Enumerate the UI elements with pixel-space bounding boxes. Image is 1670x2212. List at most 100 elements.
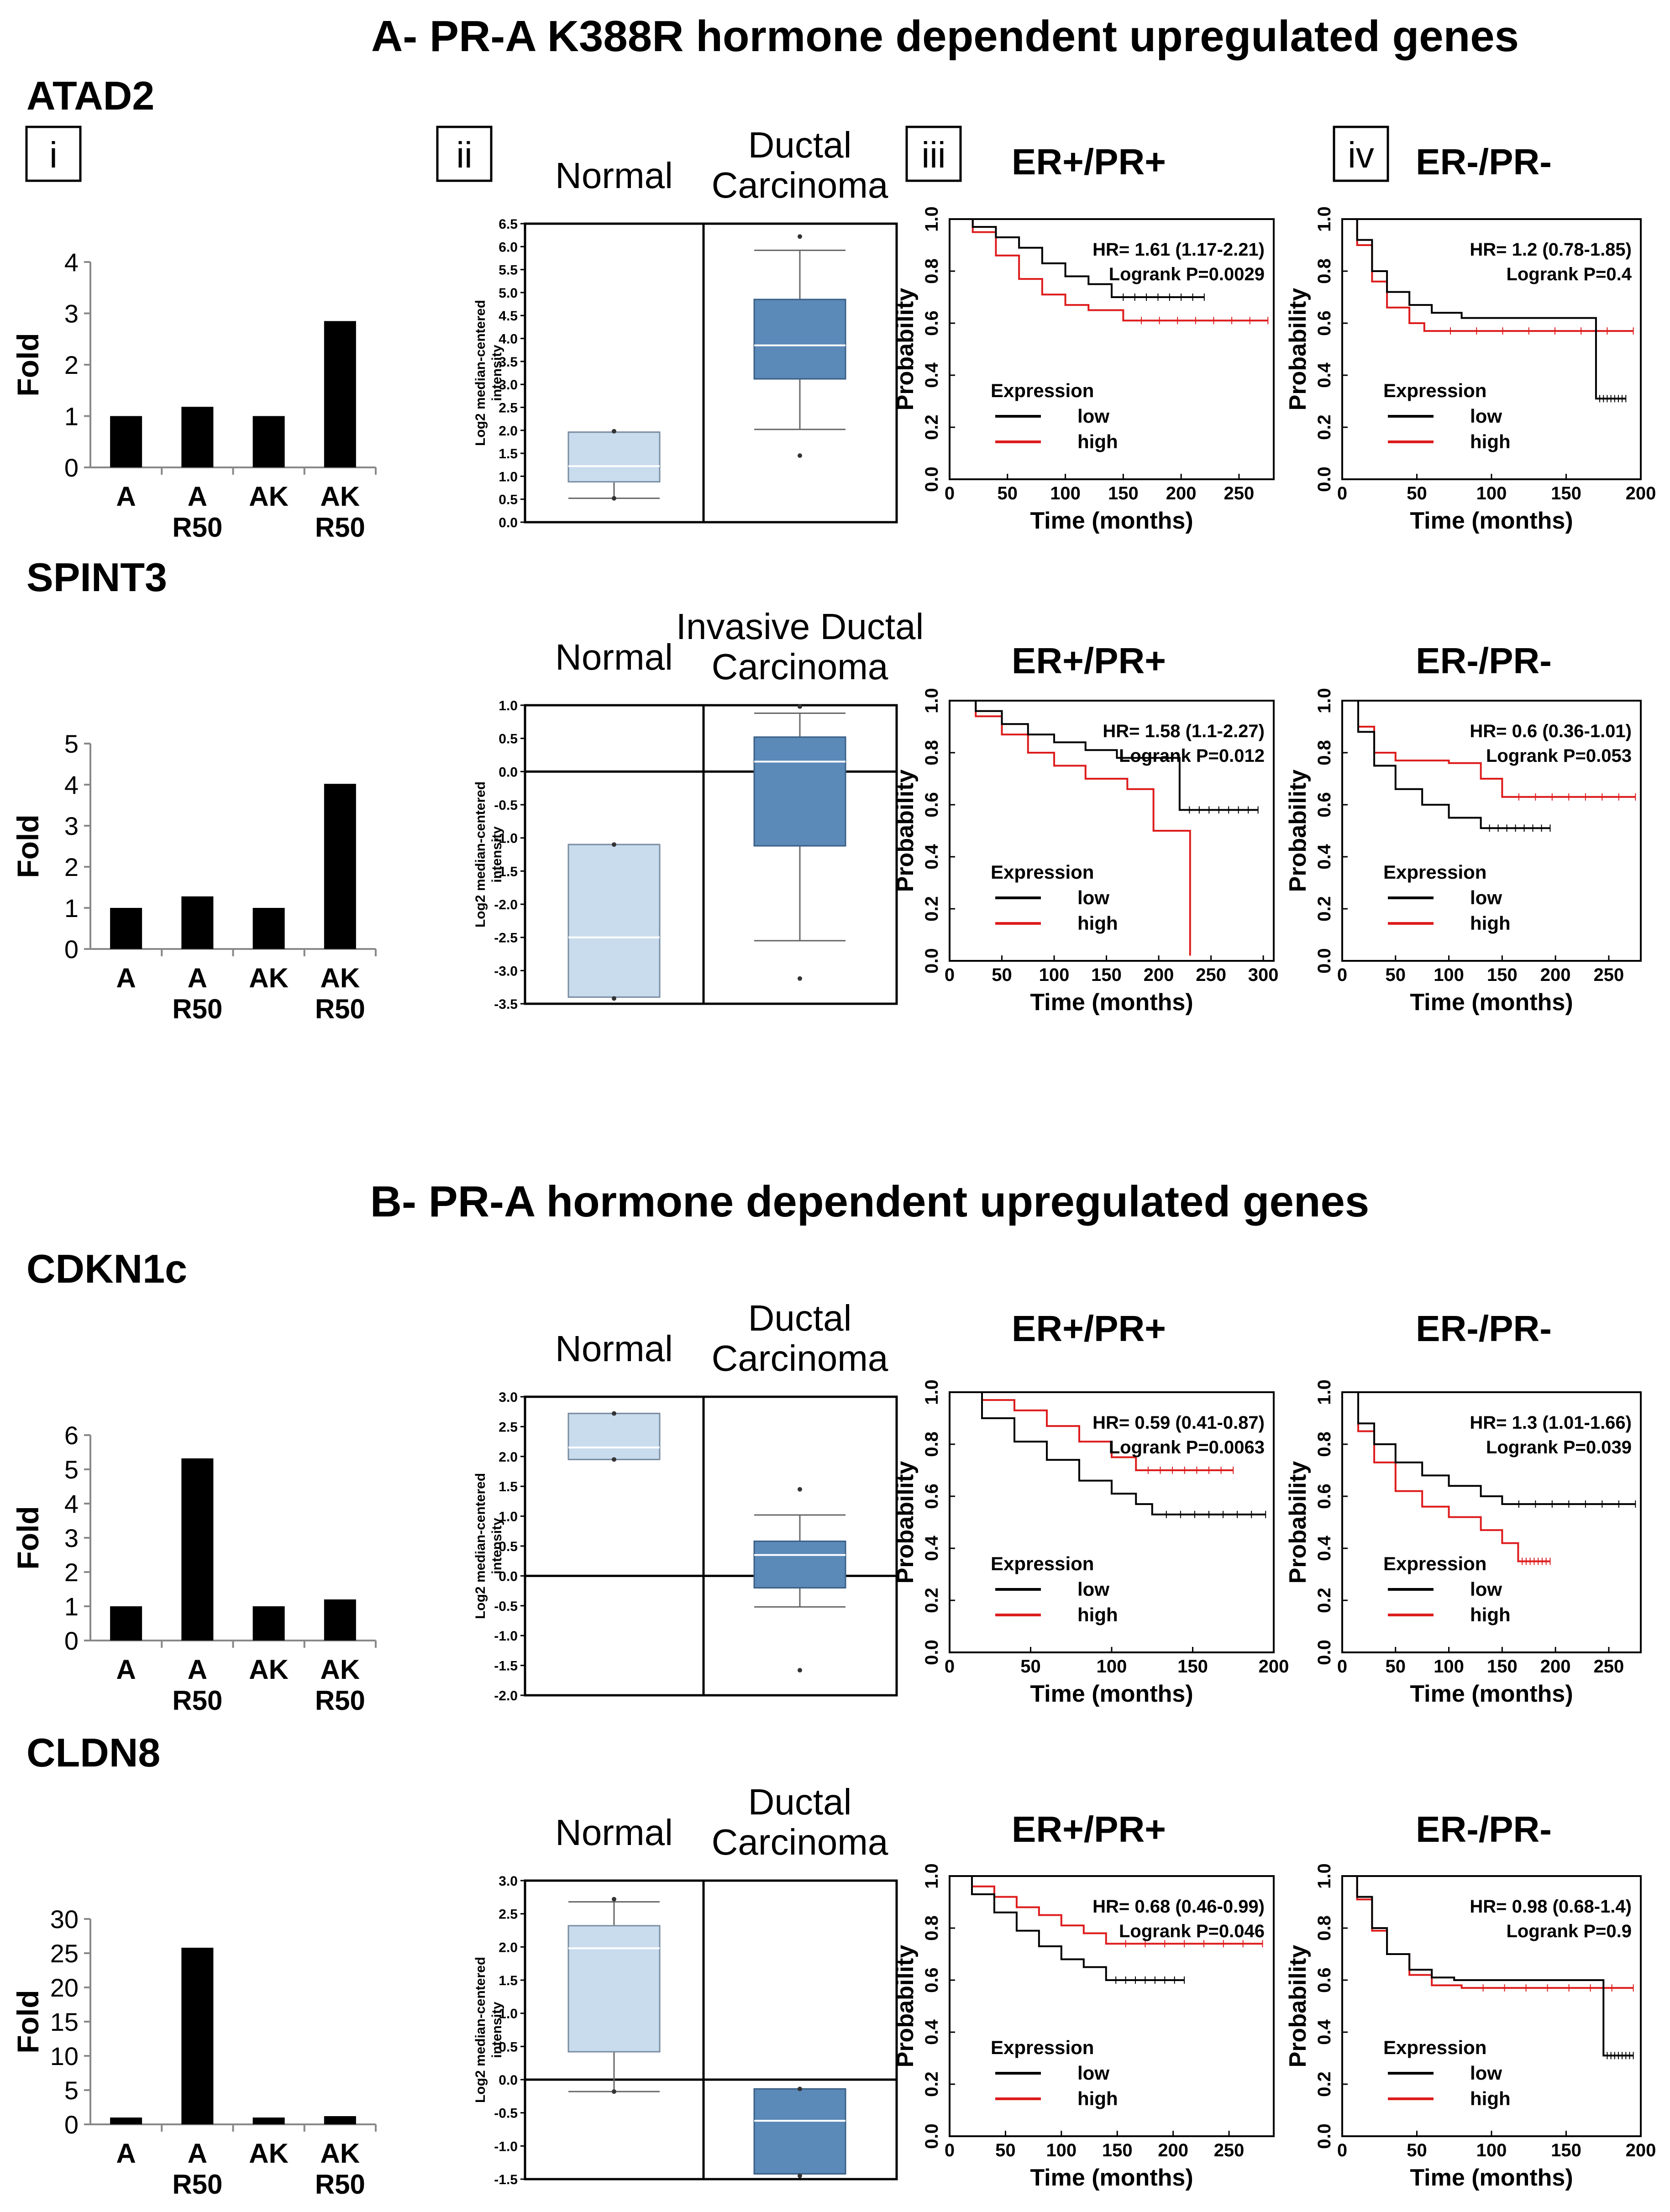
km-curve-high — [1342, 1391, 1550, 1562]
box-y-tick-label: -2.0 — [494, 897, 518, 912]
panel-label-ii: ii — [436, 126, 493, 182]
km-curve-high — [950, 218, 1268, 322]
km-legend-low: low — [1077, 405, 1109, 427]
km-y-tick-label: 0.4 — [1314, 2019, 1334, 2044]
km-legend-title: Expression — [991, 861, 1094, 883]
km-x-tick-label: 250 — [1594, 965, 1624, 985]
bar-y-tick-label: 3 — [64, 299, 79, 328]
bar-category-label: R50 — [172, 2169, 222, 2200]
bar-y-tick-label: 20 — [50, 1973, 79, 2002]
km-curve-low — [1342, 1875, 1633, 2057]
box-outlier — [612, 1897, 616, 1902]
km-x-tick-label: 150 — [1177, 1656, 1208, 1677]
km-y-tick-label: 0.6 — [922, 1967, 942, 1993]
km-hazard-ratio: HR= 1.61 (1.17-2.21) — [1092, 240, 1265, 260]
gene-name: CDKN1c — [26, 1246, 187, 1291]
box-group-label: Carcinoma — [712, 1822, 888, 1862]
km-curve-high — [950, 1875, 1263, 1945]
bar-category-label: AK — [320, 963, 360, 993]
km-x-tick-label: 300 — [1248, 965, 1279, 985]
bar-category-label: A — [188, 963, 207, 993]
km-title: ER+/PR+ — [1012, 1308, 1166, 1349]
km-title: ER+/PR+ — [1012, 1809, 1166, 1850]
km-y-axis-title: Probability — [1285, 288, 1311, 411]
bar — [324, 1599, 356, 1641]
bar-category-label: AK — [249, 963, 289, 993]
box-y-tick-label: -2.5 — [494, 931, 518, 946]
km-hazard-ratio: HR= 0.6 (0.36-1.01) — [1470, 721, 1632, 741]
bar-category-label: A — [116, 1654, 136, 1685]
box-y-tick-label: -1.0 — [494, 1629, 518, 1644]
bar-y-axis-title: Fold — [11, 1506, 45, 1569]
box-group-label: Carcinoma — [712, 165, 888, 205]
km-legend-low: low — [1077, 2062, 1109, 2084]
box-y-axis-title: Log2 median-centered — [473, 1473, 488, 1619]
km-curve-high — [950, 700, 1191, 956]
km-y-tick-label: 1.0 — [922, 206, 942, 232]
km-title: ER-/PR- — [1416, 1308, 1552, 1349]
box-y-axis-title: intensity — [489, 345, 504, 401]
km-logrank: Logrank P=0.0063 — [1109, 1437, 1265, 1457]
bar-y-tick-label: 4 — [64, 771, 79, 799]
box-y-tick-label: -1.5 — [494, 2172, 518, 2187]
km-legend-high: high — [1470, 1604, 1511, 1625]
box-group-label: Carcinoma — [712, 646, 888, 687]
km-y-axis-title: Probability — [892, 770, 919, 892]
bar-category-label: A — [188, 1654, 207, 1685]
bar-y-tick-label: 4 — [64, 1489, 79, 1518]
km-x-axis-title: Time (months) — [1410, 508, 1573, 534]
km-x-tick-label: 150 — [1108, 483, 1139, 503]
km-x-tick-label: 150 — [1551, 483, 1581, 503]
bar-y-axis-title: Fold — [11, 1990, 45, 2053]
km-y-axis-title: Probability — [1285, 1461, 1311, 1584]
km-y-tick-label: 0.6 — [1314, 792, 1334, 818]
bar — [252, 1606, 285, 1641]
km-curve-low — [1342, 218, 1626, 400]
box-y-axis-title: intensity — [489, 826, 504, 883]
box-group-label: Carcinoma — [712, 1338, 888, 1379]
km-legend-title: Expression — [1383, 861, 1486, 883]
box-y-tick-label: -1.5 — [494, 864, 518, 879]
box-y-tick-label: 0.0 — [499, 515, 518, 530]
gene-name: CLDN8 — [26, 1730, 160, 1775]
km-x-tick-label: 250 — [1224, 483, 1255, 503]
box-y-tick-label: 2.5 — [499, 1420, 518, 1435]
box-outlier — [612, 996, 616, 1001]
km-x-axis-title: Time (months) — [1030, 1681, 1193, 1707]
km-x-tick-label: 100 — [1050, 483, 1081, 503]
bar — [252, 908, 285, 949]
km-x-tick-label: 0 — [1337, 2140, 1347, 2160]
box-y-tick-label: 2.5 — [499, 1907, 518, 1922]
box-y-tick-label: 1.0 — [499, 2007, 518, 2022]
bar-y-tick-label: 0 — [64, 935, 79, 964]
box-y-tick-label: 0.0 — [499, 1569, 518, 1584]
box-iqr — [567, 431, 661, 482]
km-plot: ER+/PR+ 0.0 0.2 0.4 0.6 0.8 1.0 0 50 100 150 200 250… — [892, 1809, 1275, 2191]
km-y-tick-label: 0.2 — [922, 896, 942, 922]
km-curve-high — [1342, 700, 1636, 798]
box-group-label: Normal — [555, 637, 673, 677]
km-x-tick-label: 100 — [1476, 2140, 1507, 2160]
km-hazard-ratio: HR= 1.3 (1.01-1.66) — [1470, 1413, 1632, 1433]
km-hazard-ratio: HR= 0.68 (0.46-0.99) — [1092, 1897, 1265, 1917]
bar-category-label: A — [116, 2138, 136, 2169]
gene-name: SPINT3 — [26, 555, 167, 600]
km-y-tick-label: 0.4 — [1314, 362, 1334, 388]
km-y-tick-label: 0.2 — [1314, 414, 1334, 440]
km-y-tick-label: 0.0 — [922, 1640, 942, 1665]
box-y-tick-label: 1.5 — [499, 446, 518, 461]
km-x-tick-label: 0 — [945, 2140, 955, 2160]
km-x-tick-label: 50 — [1020, 1656, 1041, 1677]
km-title: ER-/PR- — [1416, 142, 1552, 182]
km-y-tick-label: 0.4 — [922, 844, 942, 869]
km-x-tick-label: 0 — [1337, 483, 1347, 503]
box-y-tick-label: 5.0 — [499, 286, 518, 301]
km-y-axis-title: Probability — [1285, 770, 1311, 892]
km-title: ER-/PR- — [1416, 1809, 1552, 1850]
km-legend-title: Expression — [1383, 380, 1486, 401]
km-x-axis-title: Time (months) — [1030, 508, 1193, 534]
km-x-tick-label: 100 — [1434, 965, 1464, 985]
